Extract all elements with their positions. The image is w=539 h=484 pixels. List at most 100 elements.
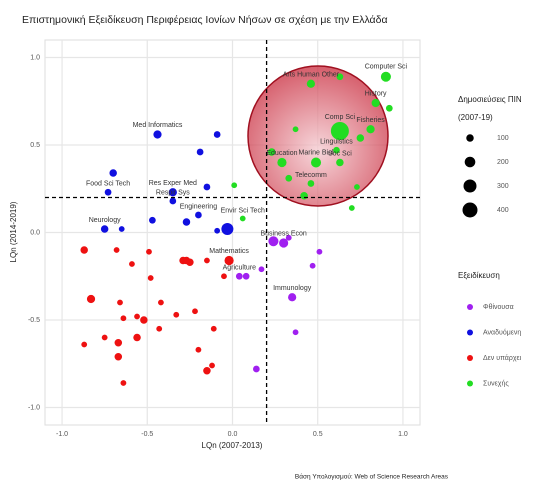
point [86,294,96,304]
x-tick-label: 0.0 [228,431,238,438]
point-label: Food Sci Tech [86,181,130,188]
point [258,266,265,273]
point [307,180,315,187]
point [330,122,349,140]
point [173,311,180,318]
point [336,73,344,81]
point [221,223,234,235]
y-axis-label: LQn (2014-2019) [9,201,18,262]
point [117,299,123,306]
point [354,184,360,190]
point [182,218,191,226]
point [104,188,112,196]
point [210,325,217,332]
y-tick-label: -0.5 [28,317,40,324]
point [195,211,202,219]
point [356,134,365,142]
x-tick-label: -1.0 [56,431,68,438]
chart-title: Επιστημονική Εξειδίκευση Περιφέρειας Ιον… [22,14,388,26]
point [336,158,344,167]
point [235,272,243,280]
point [101,334,108,341]
legend-key [467,355,473,361]
point-label: Engineering [180,203,217,210]
size-legend-subtitle: (2007-19) [458,113,493,122]
point [146,248,152,255]
point-label: Res Exper Med [149,180,197,187]
point [114,353,123,361]
point-label: Agriculture [223,265,257,272]
point-label: Soc Sci [328,151,352,158]
size-legend-key [466,134,474,142]
size-legend-key [462,202,478,218]
point [242,272,250,280]
point-label: Business Econ [260,230,306,237]
point-label: Med Informatics [133,122,183,129]
highlight-circle [247,65,389,207]
point [279,238,289,248]
point-label: Marine Biol [299,149,334,156]
point [292,329,299,336]
point [213,131,221,138]
point [209,362,215,369]
grid [45,40,420,425]
legend-key [467,329,473,336]
point [158,299,164,306]
point [292,126,299,133]
point [288,293,297,302]
point [133,333,141,342]
point [348,205,355,211]
point [140,316,148,324]
point [203,367,211,375]
point [204,257,210,264]
size-legend-label: 100 [497,135,509,142]
legend-label: Δεν υπάρχει [483,354,522,362]
point [81,341,88,348]
point-label: Comp Sci [325,114,356,121]
point [203,183,211,191]
marks: Business Econ Agriculture Immunology Med In… [80,64,408,386]
point [156,325,163,332]
x-tick-label: 0.5 [313,431,323,438]
point-label: Respir Sys [156,189,190,196]
point-label: Arts Human Other [283,71,340,78]
point [192,308,198,315]
point [109,169,117,177]
point [285,234,292,241]
point [300,192,308,200]
point [168,188,177,197]
size-legend-label: 300 [497,183,509,190]
legend-key [467,304,473,310]
point [224,255,234,266]
point-label: Linguistics [320,139,353,146]
size-legend-key [463,179,477,193]
point-label: Envir Sci Tech [221,207,265,214]
point [385,104,393,112]
caption: Βάση Υπολογισμού: Web of Science Researc… [295,473,449,481]
point [333,146,340,154]
point [231,182,238,189]
point [113,247,120,253]
point [371,98,380,108]
point [149,216,156,224]
point [195,346,202,353]
point [221,273,227,280]
point [267,148,276,156]
size-legend-title: Δημοσιεύσεις ΠΙΝ [458,95,522,104]
legend-title: Εξειδίκευση [458,271,500,280]
point [120,380,127,386]
size-legend-label: 400 [497,207,509,214]
point [118,226,125,232]
point [214,227,221,234]
point [153,130,162,139]
legend-label: Συνεχής [483,380,509,387]
point [134,313,140,320]
y-tick-label: 0.5 [30,142,40,149]
legend-label: Αναδυόμενη [483,328,521,336]
point-label: History [365,91,387,98]
point [186,258,194,266]
point-label: Telecomm [295,172,327,179]
y-tick-label: -1.0 [28,404,40,411]
point [306,79,316,88]
